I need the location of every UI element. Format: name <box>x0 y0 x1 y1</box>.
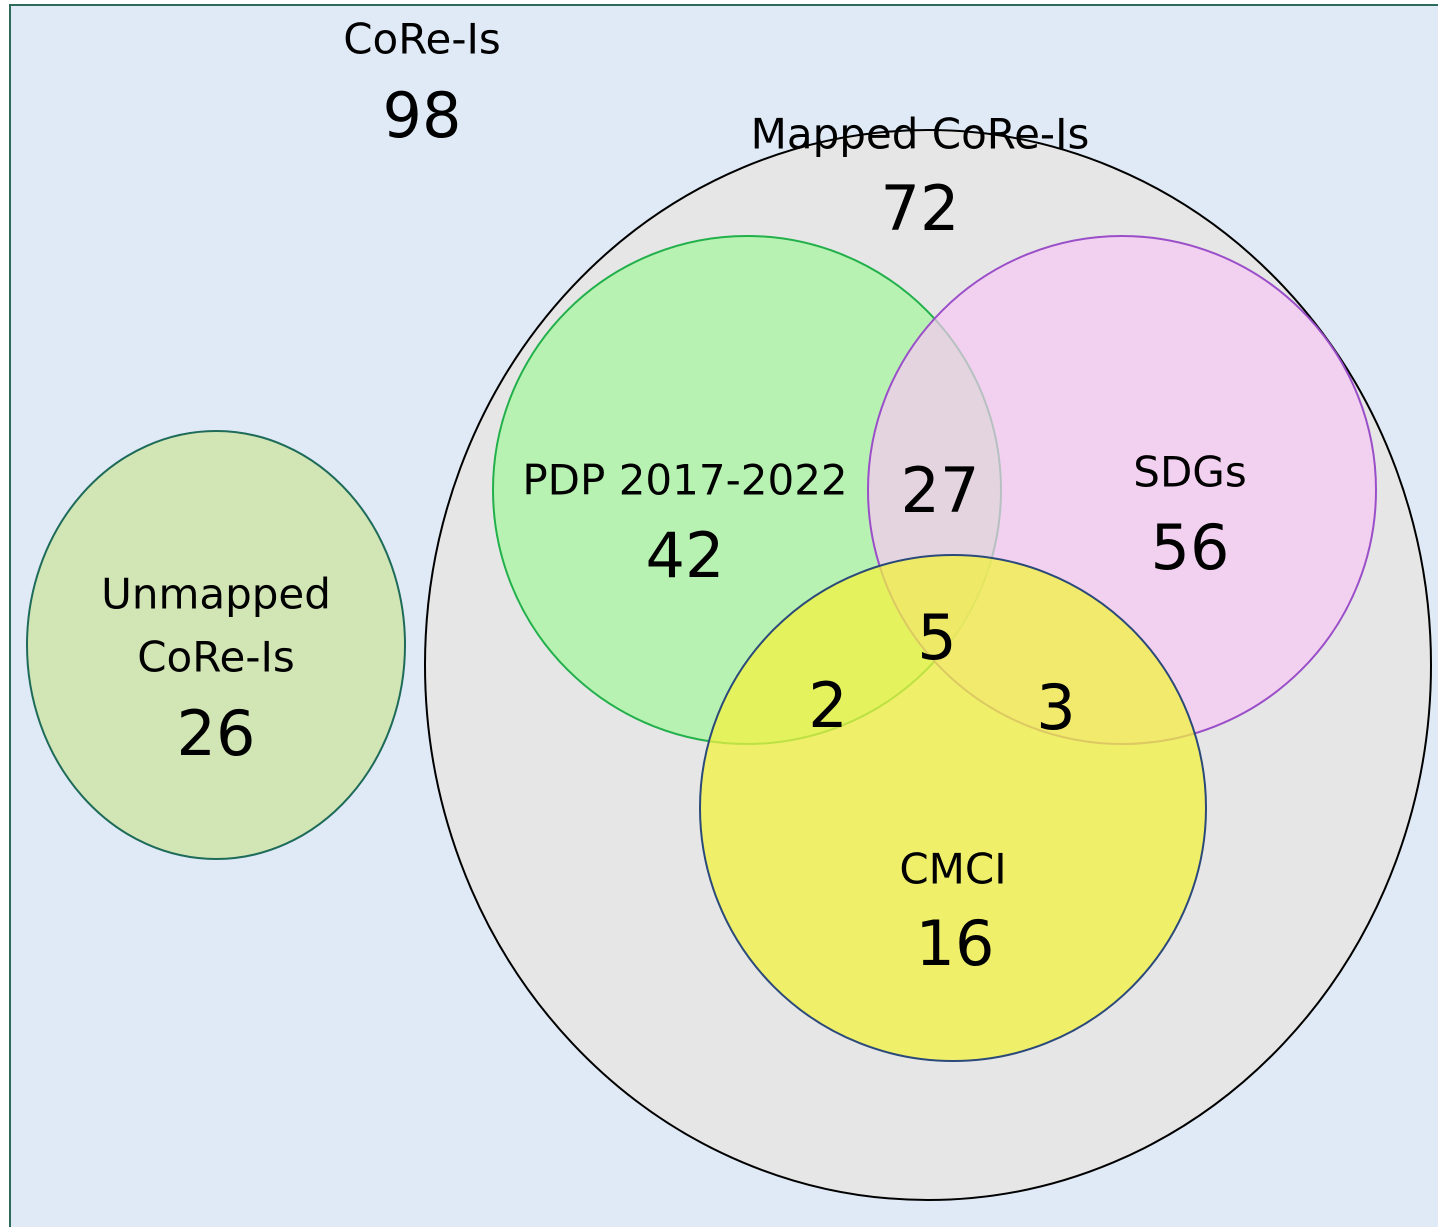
unmapped-label: CoRe-Is <box>137 633 295 682</box>
set-count: 16 <box>916 907 995 980</box>
unmapped-ellipse <box>26 430 406 860</box>
overlap-count: 3 <box>1036 671 1075 744</box>
set-label: PDP 2017-2022 <box>522 456 847 505</box>
unmapped-count: 26 <box>177 697 256 770</box>
overlap-count: 2 <box>808 669 847 742</box>
mapped-count: 72 <box>881 172 960 245</box>
overlap-count: 5 <box>917 601 956 674</box>
set-label: CMCI <box>899 845 1006 894</box>
outer-label: CoRe-Is <box>343 15 501 64</box>
unmapped-label: Unmapped <box>101 570 331 619</box>
outer-count: 98 <box>383 79 462 152</box>
set-count: 42 <box>646 519 725 592</box>
mapped-label: Mapped CoRe-Is <box>751 110 1090 159</box>
set-label: SDGs <box>1133 448 1246 497</box>
overlap-count: 27 <box>901 454 980 527</box>
cmci-circle <box>699 554 1207 1062</box>
set-count: 56 <box>1151 511 1230 584</box>
